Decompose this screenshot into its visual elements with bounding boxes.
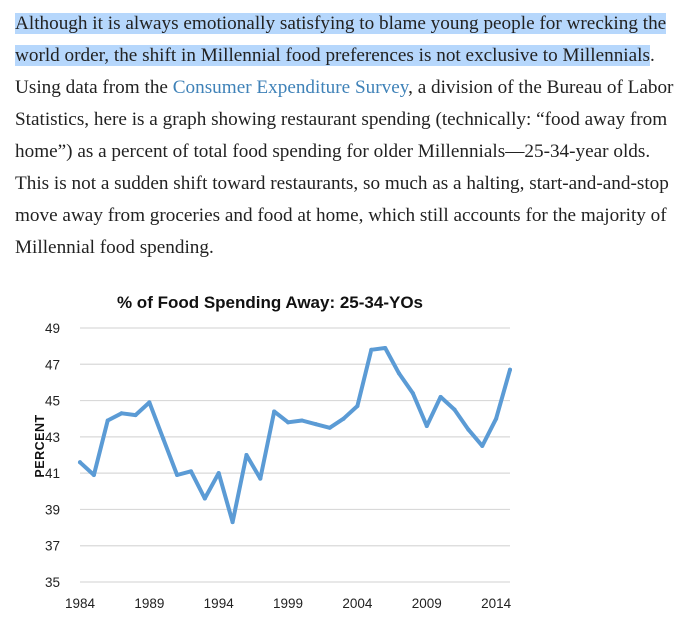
data-point [327, 425, 332, 430]
highlighted-text: Although it is always emotionally satisf… [15, 13, 667, 66]
data-point [466, 427, 471, 432]
y-tick-label: 37 [45, 539, 60, 554]
data-series [78, 345, 512, 525]
data-point [452, 407, 457, 412]
chart-title: % of Food Spending Away: 25-34-YOs [117, 293, 423, 312]
y-tick-label: 47 [45, 357, 60, 372]
x-tick-label: 1994 [204, 596, 235, 611]
data-point [410, 391, 415, 396]
x-tick-label: 2014 [481, 596, 512, 611]
data-point [147, 400, 152, 405]
y-tick-labels: 49 47 45 43 41 39 37 35 [45, 321, 60, 590]
y-tick-label: 45 [45, 394, 60, 409]
x-tick-label: 2004 [342, 596, 373, 611]
x-tick-label: 1984 [65, 596, 96, 611]
y-tick-label: 35 [45, 575, 60, 590]
text-after-link: , a division of the Bureau of Labor Stat… [15, 77, 674, 258]
data-point [78, 460, 82, 465]
y-tick-label: 41 [45, 466, 60, 481]
data-point [424, 423, 429, 428]
data-point [202, 496, 207, 501]
x-tick-label: 2009 [412, 596, 442, 611]
data-point [438, 394, 443, 399]
x-tick-labels: 1984 1989 1994 1999 2004 2009 2014 [65, 596, 512, 611]
y-axis-label: PERCENT [33, 414, 47, 477]
data-point [133, 413, 138, 418]
y-tick-label: 43 [45, 430, 60, 445]
series-line [78, 346, 512, 525]
data-point [105, 418, 110, 423]
data-point [369, 347, 374, 352]
consumer-expenditure-survey-link[interactable]: Consumer Expenditure Survey [172, 77, 409, 98]
data-point [272, 409, 277, 414]
gridlines [80, 327, 510, 583]
text-before-link: . Using data from the [15, 45, 655, 98]
article-paragraph: Although it is always emotionally satisf… [15, 8, 687, 264]
data-point [355, 404, 360, 409]
line-chart: % of Food Spending Away: 25-34-YOs PERCE… [0, 280, 700, 626]
data-point [508, 367, 512, 372]
chart-svg: % of Food Spending Away: 25-34-YOs PERCE… [33, 293, 512, 611]
data-point [494, 416, 499, 421]
data-point [299, 418, 304, 423]
y-tick-label: 49 [45, 321, 60, 336]
data-point [480, 443, 485, 448]
data-point [161, 436, 166, 441]
data-point [230, 520, 235, 525]
data-point [258, 476, 263, 481]
x-tick-label: 1999 [273, 596, 303, 611]
y-tick-label: 39 [45, 502, 60, 517]
data-point [119, 411, 124, 416]
data-point [341, 416, 346, 421]
data-point [397, 371, 402, 376]
data-point [244, 453, 249, 457]
data-point [91, 472, 96, 477]
x-tick-label: 1989 [134, 596, 164, 611]
data-point [216, 471, 221, 476]
data-point [175, 472, 180, 477]
article-text: Although it is always emotionally satisf… [15, 8, 687, 264]
data-point [286, 420, 291, 425]
data-point [313, 422, 318, 427]
data-point [188, 469, 193, 474]
data-point [383, 345, 388, 350]
